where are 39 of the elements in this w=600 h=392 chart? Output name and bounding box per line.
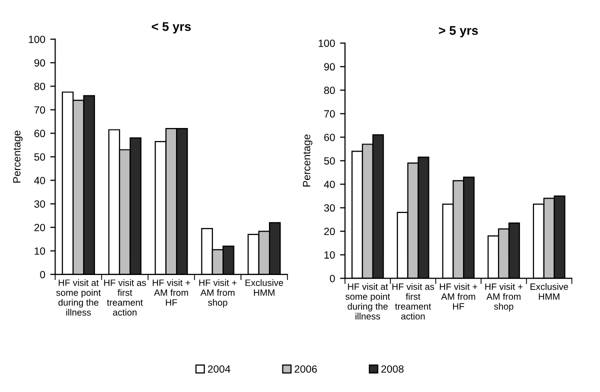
y-tick-label: 30 (324, 204, 335, 212)
y-tick-label: 0 (330, 274, 335, 282)
y-tick-label: 100 (28, 36, 46, 44)
y-tick-label: 40 (324, 180, 335, 188)
y-tick-label: 100 (318, 40, 335, 47)
y-tick-label: 40 (34, 176, 46, 184)
x-tick-label: HF visit + AM from HF (440, 283, 478, 310)
y-tick-label: 80 (324, 86, 335, 94)
y-tick-label: 10 (324, 251, 335, 259)
y-tick-label: 50 (324, 157, 335, 165)
x-tick-label: Exclusive HMM (530, 283, 568, 300)
y-tick-label: 20 (34, 224, 46, 232)
x-tick-label: HF visit + AM from shop (485, 283, 523, 312)
y-tick-label: 70 (324, 110, 335, 118)
y-tick-label: 90 (34, 59, 46, 67)
legend-label: 2004 (208, 365, 230, 373)
y-tick-label: 60 (324, 134, 335, 142)
y-tick-label: 70 (34, 106, 46, 114)
y-tick-label: 50 (34, 153, 46, 161)
y-tick-label: 80 (34, 82, 46, 90)
x-tick-label: HF visit as first treament action (104, 279, 146, 316)
y-tick-label: 10 (34, 247, 46, 255)
chart-title: > 5 yrs (438, 26, 478, 38)
x-tick-label: HF visit at some point during the illness (56, 279, 101, 316)
chart-title: < 5 yrs (152, 22, 191, 34)
y-tick-label: 90 (324, 63, 335, 71)
legend-label: 2006 (294, 365, 317, 373)
y-tick-label: 60 (34, 130, 46, 138)
y-tick-label: 30 (34, 200, 46, 208)
legend-label: 2008 (381, 365, 404, 373)
x-tick-label: Exclusive HMM (246, 279, 284, 296)
x-tick-label: HF visit at some point during the illness (346, 283, 390, 320)
y-axis-title: Percentage (303, 134, 312, 187)
y-tick-label: 0 (40, 270, 46, 278)
x-tick-label: HF visit + AM from shop (199, 279, 237, 308)
x-tick-label: HF visit as first treament action (392, 283, 434, 320)
x-tick-label: HF visit + AM from HF (152, 279, 190, 306)
y-tick-label: 20 (324, 228, 335, 236)
y-axis-title: Percentage (13, 130, 23, 183)
